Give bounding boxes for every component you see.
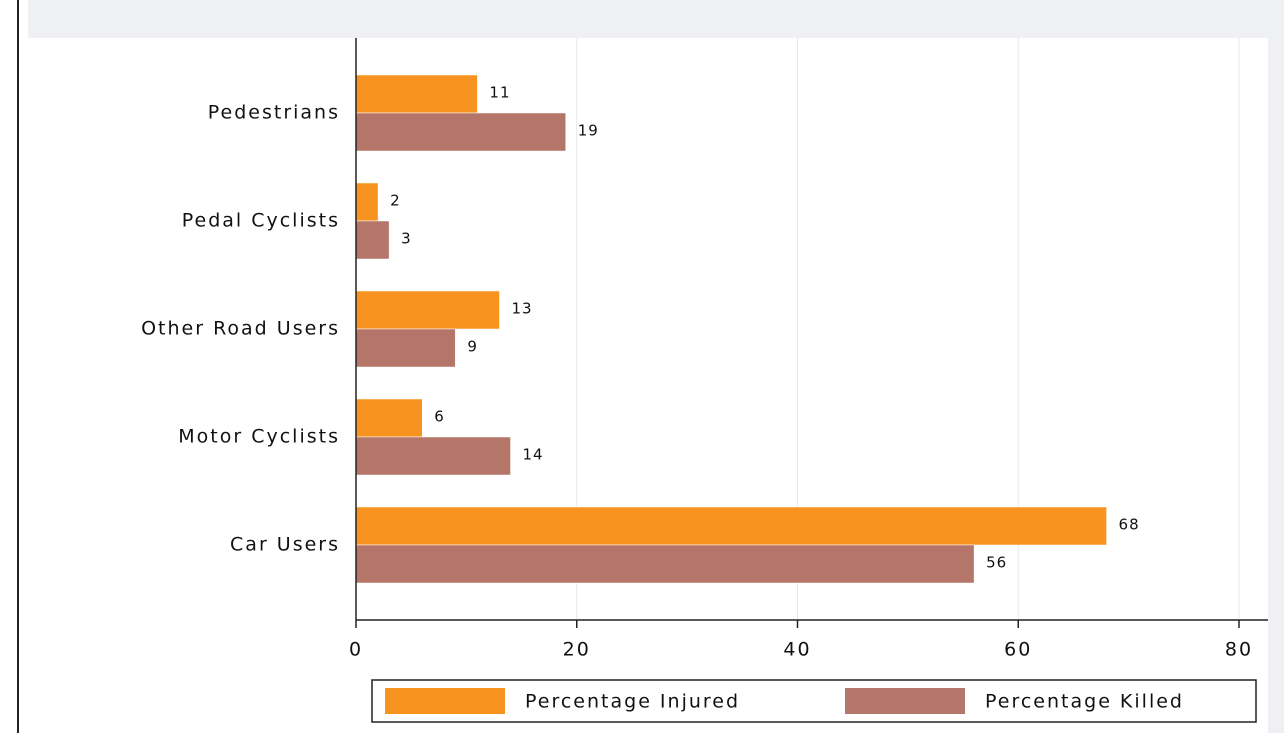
value-label: 11 xyxy=(489,84,510,102)
value-label: 6 xyxy=(434,408,445,426)
bar xyxy=(355,74,478,114)
bar xyxy=(355,182,379,222)
legend-swatch xyxy=(385,688,505,714)
x-tick-label: 0 xyxy=(349,639,363,661)
value-label: 3 xyxy=(401,230,412,248)
value-label: 56 xyxy=(986,554,1007,572)
frame-top xyxy=(28,0,1284,38)
value-label: 9 xyxy=(467,338,478,356)
legend-box xyxy=(371,679,1257,723)
bar xyxy=(355,544,975,584)
value-label: 68 xyxy=(1119,516,1140,534)
x-tick-label: 20 xyxy=(563,639,591,661)
legend-label: Percentage Injured xyxy=(525,691,740,713)
bar xyxy=(355,506,1107,546)
bar xyxy=(355,398,423,438)
y-tick-label: Other Road Users xyxy=(141,318,340,340)
y-tick-label: Pedal Cyclists xyxy=(182,210,340,232)
x-tick-label: 80 xyxy=(1225,639,1253,661)
value-label: 2 xyxy=(390,192,401,210)
value-label: 14 xyxy=(523,446,544,464)
bar xyxy=(355,220,390,260)
frame-right xyxy=(1268,0,1284,733)
legend xyxy=(371,679,1257,723)
y-tick-label: Motor Cyclists xyxy=(178,426,340,448)
y-tick-label: Pedestrians xyxy=(208,102,340,124)
bar xyxy=(355,290,500,330)
x-tick-label: 60 xyxy=(1004,639,1032,661)
value-label: 13 xyxy=(511,300,532,318)
x-tick-label: 40 xyxy=(783,639,811,661)
bar xyxy=(355,436,511,476)
y-tick-label: Car Users xyxy=(230,534,340,556)
bar xyxy=(355,328,456,368)
bar xyxy=(355,112,566,152)
value-label: 19 xyxy=(578,122,599,140)
legend-swatch xyxy=(845,688,965,714)
legend-label: Percentage Killed xyxy=(985,691,1184,713)
